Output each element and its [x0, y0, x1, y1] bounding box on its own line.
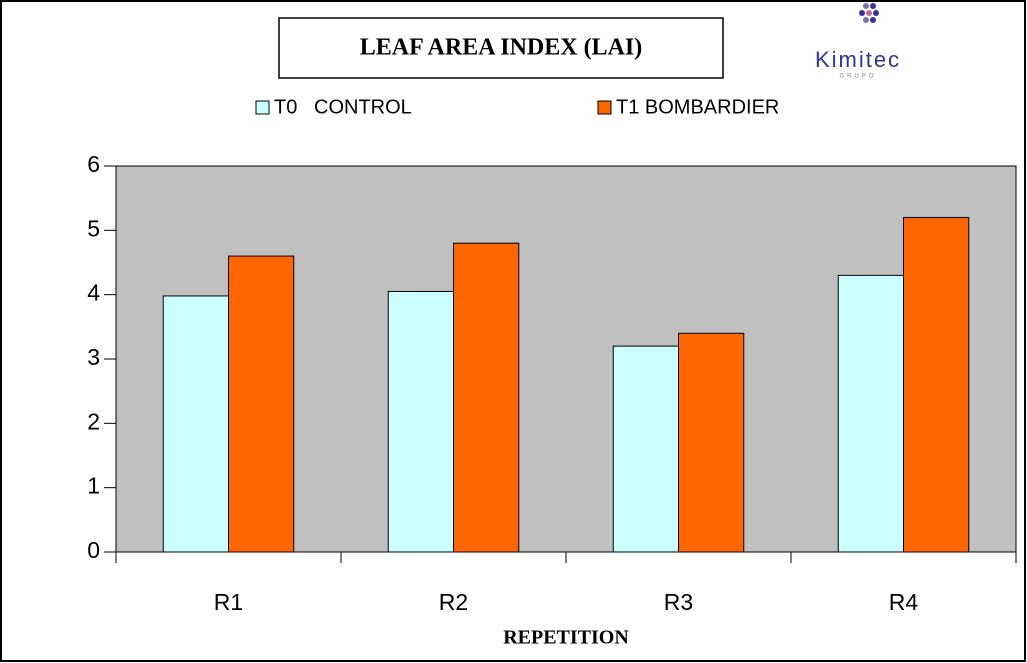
logo-icon	[859, 3, 879, 23]
title-box	[278, 17, 724, 79]
bar	[903, 216, 970, 553]
legend-swatch	[597, 100, 612, 115]
legend-label: T0 CONTROL	[274, 96, 412, 118]
bar	[612, 345, 679, 553]
x-tick-label: R3	[664, 589, 693, 615]
y-tick-label: 2	[87, 408, 100, 434]
bar	[678, 332, 745, 553]
y-tick-label: 6	[87, 151, 100, 177]
bar	[162, 295, 229, 553]
x-axis-title: REPETITION	[503, 627, 629, 649]
y-tick-label: 1	[87, 473, 100, 499]
y-tick-label: 0	[87, 537, 100, 563]
logo-subtitle: GRUPO	[839, 74, 876, 80]
y-tick-label: 4	[87, 280, 100, 306]
x-tick-label: R2	[439, 589, 468, 615]
legend-swatch	[255, 100, 270, 115]
bar	[228, 255, 295, 553]
y-tick-label: 3	[87, 344, 100, 370]
x-tick-label: R1	[214, 589, 243, 615]
bar	[837, 274, 904, 553]
x-tick-label: R4	[889, 589, 919, 615]
chart-title: LEAF AREA INDEX (LAI)	[360, 35, 642, 61]
bar	[387, 290, 454, 553]
y-tick-label: 5	[87, 215, 100, 241]
legend-label: T1 BOMBARDIER	[616, 96, 779, 118]
bar	[453, 242, 520, 553]
logo-text: Kimitec	[815, 47, 901, 72]
